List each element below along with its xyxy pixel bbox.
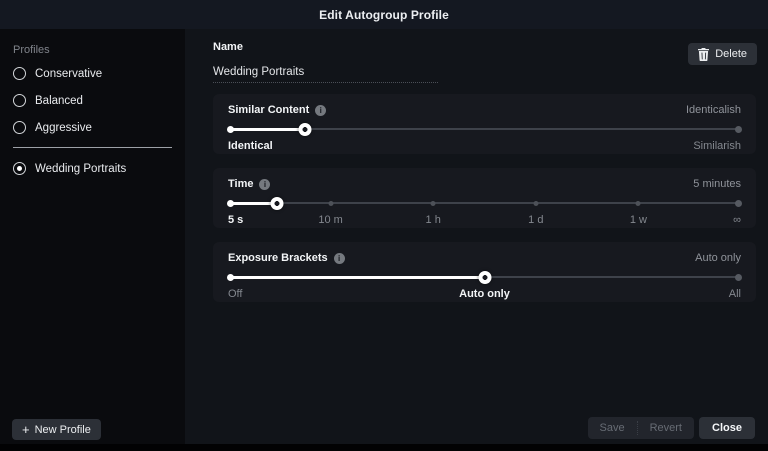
sidebar-profile-list: Conservative Balanced Aggressive Wedding… — [0, 60, 185, 182]
profile-name-input[interactable] — [213, 61, 438, 83]
new-profile-label: New Profile — [34, 423, 91, 436]
delete-label: Delete — [715, 48, 747, 60]
sidebar-item-label: Balanced — [35, 94, 83, 107]
trash-icon — [698, 47, 710, 61]
slider-track-area[interactable] — [227, 122, 742, 136]
info-icon[interactable]: i — [333, 252, 345, 264]
slider-end-dot — [735, 273, 742, 281]
profiles-sidebar: Profiles Conservative Balanced Aggressiv… — [0, 29, 185, 444]
card-header: Exposure Brackets i Auto only — [228, 251, 741, 265]
card-title: Time — [228, 178, 254, 190]
radio-icon — [13, 94, 26, 107]
slider-tick — [328, 200, 334, 206]
sidebar-divider — [13, 147, 172, 148]
close-button[interactable]: Close — [699, 417, 755, 439]
card-title: Similar Content — [228, 104, 310, 116]
slider-fill — [228, 127, 305, 131]
card-header: Time i 5 minutes — [228, 177, 741, 191]
slider-thumb[interactable] — [298, 122, 312, 136]
profiles-heading: Profiles — [13, 44, 50, 56]
radio-icon — [13, 162, 26, 175]
sidebar-item-label: Aggressive — [35, 121, 92, 134]
card-header: Similar Content i Identicalish — [228, 103, 741, 117]
new-profile-button[interactable]: + New Profile — [12, 419, 101, 440]
slider-label-1-d: 1 d — [528, 214, 544, 226]
slider-start-dot — [227, 125, 234, 133]
slider-track-area[interactable] — [227, 270, 742, 284]
slider-start-dot — [227, 199, 234, 207]
slider-label-1-w: 1 w — [629, 214, 647, 226]
radio-icon — [13, 121, 26, 134]
slider-label-all: All — [728, 288, 741, 300]
revert-button[interactable]: Revert — [638, 417, 694, 439]
slider-end-dot — [735, 199, 742, 207]
sidebar-item-conservative[interactable]: Conservative — [0, 60, 185, 87]
card-current-value: Identicalish — [685, 104, 741, 116]
window-bottom-edge — [0, 444, 768, 451]
radio-icon — [13, 67, 26, 80]
slider-labels: Identical Similarish — [228, 140, 741, 153]
main-panel: Name Delete Similar Content i Identicali… — [185, 29, 768, 444]
slider-end-dot — [735, 125, 742, 133]
slider-tick — [533, 200, 539, 206]
slider-fill — [228, 201, 277, 205]
delete-button[interactable]: Delete — [688, 43, 757, 65]
save-revert-group: Save Revert — [587, 417, 694, 439]
card-current-value: Auto only — [695, 252, 741, 264]
sidebar-item-label: Wedding Portraits — [35, 162, 127, 175]
sidebar-item-label: Conservative — [35, 67, 103, 80]
slider-label--: ∞ — [733, 214, 741, 226]
slider-label-off: Off — [228, 288, 243, 300]
sidebar-item-wedding-portraits[interactable]: Wedding Portraits — [0, 155, 185, 182]
card-similar-content: Similar Content i Identicalish Identical… — [213, 94, 756, 154]
slider-track-area[interactable] — [227, 196, 742, 210]
save-button[interactable]: Save — [588, 417, 637, 439]
card-time: Time i 5 minutes 5 s 10 m 1 h 1 d 1 w ∞ — [213, 168, 756, 228]
slider-label-auto-only: Auto only — [459, 288, 510, 300]
card-title: Exposure Brackets — [228, 252, 328, 264]
slider-tick — [430, 200, 436, 206]
card-exposure-brackets: Exposure Brackets i Auto only Off Auto on… — [213, 242, 756, 302]
slider-thumb[interactable] — [270, 196, 284, 210]
slider-track[interactable] — [228, 202, 741, 204]
window-title: Edit Autogroup Profile — [319, 7, 449, 22]
card-current-value: 5 minutes — [693, 178, 741, 190]
slider-start-dot — [227, 273, 234, 281]
slider-fill — [228, 275, 485, 279]
slider-label-identical: Identical — [228, 140, 273, 152]
sidebar-item-balanced[interactable]: Balanced — [0, 87, 185, 114]
slider-label-similarish: Similarish — [693, 140, 741, 152]
title-bar: Edit Autogroup Profile — [0, 0, 768, 29]
plus-icon: + — [22, 421, 30, 437]
info-icon[interactable]: i — [259, 178, 271, 190]
slider-label-1-h: 1 h — [425, 214, 441, 226]
slider-tick — [635, 200, 641, 206]
slider-thumb[interactable] — [478, 270, 491, 284]
slider-label-10-m: 10 m — [318, 214, 343, 226]
info-icon[interactable]: i — [315, 104, 327, 116]
button-group-divider — [636, 421, 638, 435]
name-label: Name — [213, 41, 243, 53]
slider-labels: 5 s 10 m 1 h 1 d 1 w ∞ — [228, 214, 741, 227]
slider-label-5-s: 5 s — [228, 214, 244, 226]
slider-labels: Off Auto only All — [228, 288, 741, 301]
slider-track[interactable] — [228, 128, 741, 130]
sidebar-item-aggressive[interactable]: Aggressive — [0, 114, 185, 141]
